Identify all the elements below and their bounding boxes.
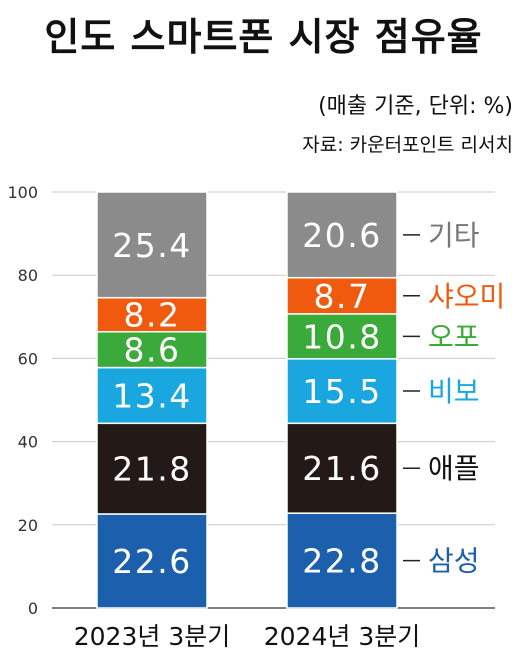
legend-label-삼성: 삼성 [428,545,480,578]
data-label: 21.8 [112,450,191,489]
data-label: 8.6 [124,331,181,370]
legend-label-기타: 기타 [428,219,480,252]
y-tick-label: 60 [18,349,38,368]
chart-subtitle: (매출 기준, 단위: %) [318,94,513,119]
y-tick-label: 0 [28,599,38,618]
legend-label-샤오미: 샤오미 [428,280,505,313]
x-category-label: 2023년 3분기 [74,622,230,651]
data-label: 8.2 [124,296,181,335]
data-label: 15.5 [302,372,381,411]
data-label: 10.8 [302,317,381,356]
data-label: 13.4 [112,376,191,415]
data-label: 8.7 [314,277,371,316]
legend-label-오포: 오포 [428,320,480,353]
data-label: 22.8 [302,542,381,581]
legend-label-애플: 애플 [428,452,480,485]
data-label: 22.6 [112,542,191,581]
legend-label-비보: 비보 [428,375,480,408]
y-tick-label: 40 [18,433,38,452]
y-tick-label: 100 [7,183,38,202]
data-label: 25.4 [112,226,191,265]
x-category-label: 2024년 3분기 [264,622,420,651]
data-label: 20.6 [302,216,381,255]
chart-source: 자료: 카운터포인트 리서치 [302,134,513,156]
bar-segment-기타-0 [96,191,208,299]
bar-segment-애플-1 [286,422,398,514]
bar-segment-오포-1 [286,313,398,360]
bar-segment-삼성-1 [286,512,398,609]
bar-segment-기타-1 [286,191,398,279]
bar-segment-샤오미-1 [286,276,398,315]
y-tick-label: 80 [18,266,38,285]
y-tick-label: 20 [18,516,38,535]
data-label: 21.6 [302,449,381,488]
chart-title: 인도 스마트폰 시장 점유율 [44,15,483,59]
